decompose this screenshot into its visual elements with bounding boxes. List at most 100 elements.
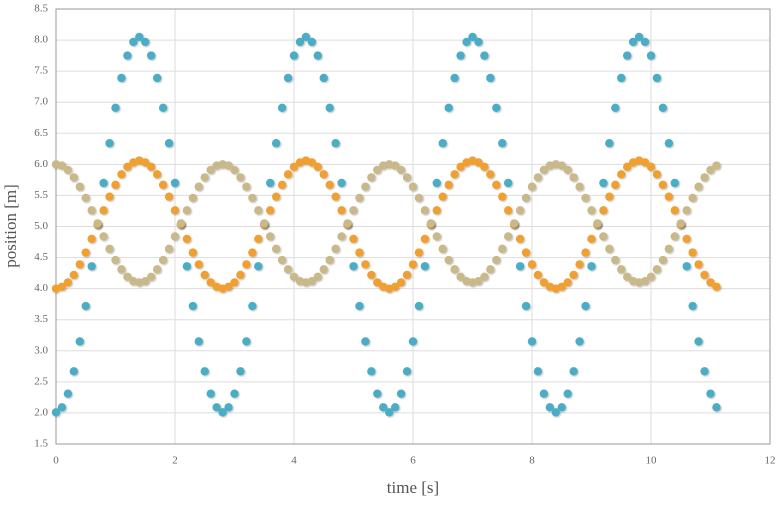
point (408, 182, 418, 191)
point (289, 162, 299, 172)
point (158, 255, 168, 265)
point (432, 232, 441, 241)
point (694, 337, 703, 346)
point (236, 173, 245, 182)
point (355, 301, 364, 311)
point (87, 234, 96, 244)
point (420, 234, 430, 244)
point (385, 408, 394, 417)
y-tick-label: 2.5 (34, 375, 48, 387)
point (111, 103, 120, 113)
point (379, 403, 388, 412)
point (581, 193, 590, 203)
point (670, 206, 679, 215)
point (254, 206, 263, 215)
point (319, 73, 328, 83)
point (260, 219, 269, 228)
point (515, 206, 525, 215)
point (640, 276, 650, 286)
point (373, 389, 382, 398)
point (432, 206, 441, 215)
point (551, 408, 560, 417)
point (266, 232, 275, 241)
point (277, 180, 287, 190)
x-tick-label: 0 (53, 455, 59, 467)
point (194, 182, 203, 191)
point (176, 219, 186, 228)
point (515, 234, 525, 244)
point (492, 103, 501, 113)
point (414, 248, 424, 257)
point (283, 170, 293, 179)
y-tick-label: 2.0 (34, 406, 48, 418)
point (325, 255, 334, 265)
point (331, 139, 340, 148)
point (111, 255, 120, 265)
point (337, 178, 346, 188)
point (307, 276, 317, 286)
point (248, 193, 257, 203)
point (682, 262, 691, 271)
point (438, 244, 447, 254)
point (563, 389, 572, 398)
point (706, 389, 715, 398)
x-tick-label: 6 (410, 455, 416, 467)
point (617, 73, 626, 83)
point (611, 103, 620, 113)
point (200, 367, 209, 376)
point (105, 192, 114, 201)
point (527, 337, 537, 346)
point (194, 260, 203, 269)
x-tick-label: 2 (172, 455, 178, 467)
point (581, 248, 590, 257)
point (248, 248, 257, 257)
point (432, 178, 441, 188)
point (533, 367, 543, 376)
y-axis-title: position [m] (1, 184, 20, 268)
point (331, 244, 340, 254)
point (182, 234, 192, 244)
point (700, 173, 709, 182)
point (587, 262, 596, 271)
point (492, 255, 501, 265)
point (521, 193, 531, 203)
point (390, 282, 400, 291)
point (254, 234, 263, 244)
point (492, 180, 501, 190)
point (617, 265, 626, 274)
point (700, 367, 709, 376)
point (200, 270, 209, 280)
point (200, 173, 209, 182)
point (634, 32, 644, 42)
point (283, 73, 293, 83)
point (266, 206, 275, 215)
point (444, 180, 453, 190)
y-tick-label: 6.0 (34, 158, 48, 170)
y-tick-label: 6.5 (34, 127, 48, 139)
point (361, 337, 370, 346)
point (599, 232, 608, 241)
point (599, 178, 608, 188)
point (325, 103, 334, 113)
point (182, 206, 192, 215)
point (462, 37, 471, 47)
point (557, 403, 566, 412)
point (123, 51, 132, 60)
point (248, 301, 257, 311)
point (480, 272, 489, 282)
point (129, 37, 138, 47)
point (569, 270, 578, 280)
point (81, 301, 90, 311)
point (617, 170, 626, 179)
point (206, 389, 215, 398)
point (628, 37, 638, 47)
point (319, 265, 328, 274)
point (688, 248, 697, 257)
point (480, 51, 489, 60)
point (307, 158, 317, 167)
point (271, 192, 281, 201)
point (367, 270, 376, 280)
point (688, 301, 697, 311)
point (158, 103, 168, 113)
point (474, 37, 483, 47)
